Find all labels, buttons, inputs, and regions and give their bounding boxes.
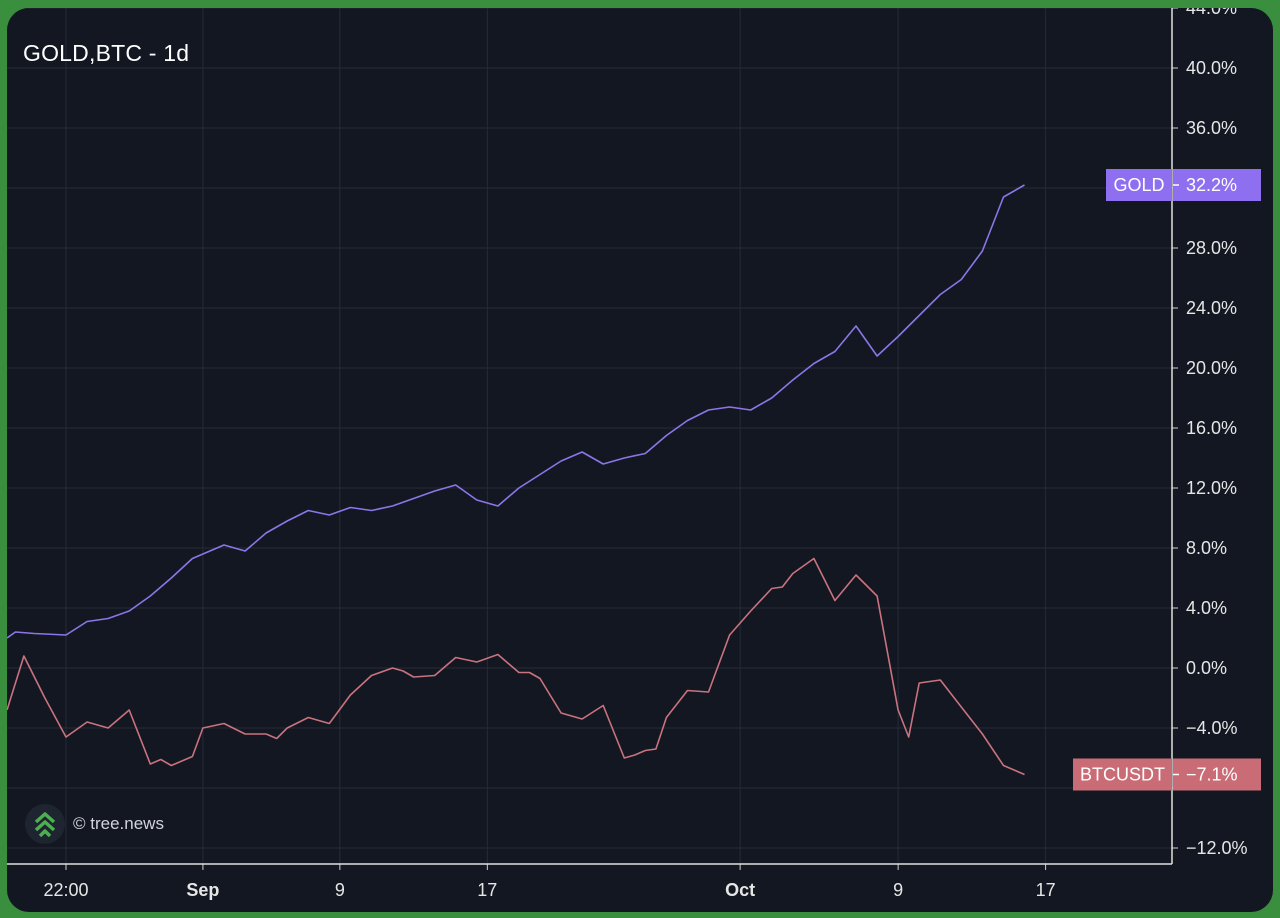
chevron-up-icon — [34, 812, 56, 837]
x-tick-label: 9 — [335, 880, 345, 900]
tree-news-logo — [25, 804, 65, 844]
series-name-tag — [1106, 169, 1172, 201]
series-line-gold[interactable] — [7, 184, 1025, 639]
series-name-label: BTCUSDT — [1080, 765, 1165, 785]
x-tick-label: 9 — [893, 880, 903, 900]
watermark-text: © tree.news — [73, 814, 164, 833]
y-tick-label: 16.0% — [1186, 418, 1237, 438]
chart-canvas[interactable]: 44.0% 40.0% 36.0% 28.0% 24.0% 20.0% 16.0% 12.0%… — [7, 8, 1273, 912]
y-tick-label: 4.0% — [1186, 598, 1227, 618]
y-tick-label: 12.0% — [1186, 478, 1237, 498]
y-tick-label: 20.0% — [1186, 358, 1237, 378]
x-tick-label: 17 — [477, 880, 497, 900]
y-tick-label: −4.0% — [1186, 718, 1238, 738]
last-value-tags: GOLD 32.2% BTCUSDT −7.1% — [1073, 169, 1261, 791]
series-value-label: 32.2% — [1186, 175, 1237, 195]
axes: 44.0% 40.0% 36.0% 28.0% 24.0% 20.0% 16.0% 12.0%… — [7, 8, 1248, 900]
grid-lines — [7, 8, 1172, 864]
x-tick-label: Oct — [725, 880, 755, 900]
y-tick-label: 36.0% — [1186, 118, 1237, 138]
y-tick-label: 8.0% — [1186, 538, 1227, 558]
y-tick-label: 44.0% — [1186, 8, 1237, 18]
y-tick-label: 0.0% — [1186, 658, 1227, 678]
chart-panel: 44.0% 40.0% 36.0% 28.0% 24.0% 20.0% 16.0% 12.0%… — [7, 8, 1273, 912]
watermark: © tree.news — [25, 804, 164, 844]
series-value-label: −7.1% — [1186, 765, 1238, 785]
chart-title: GOLD,BTC - 1d — [23, 40, 190, 66]
x-tick-label: 22:00 — [43, 880, 88, 900]
series-value-tag — [1173, 758, 1261, 791]
x-tick-label: 17 — [1036, 880, 1056, 900]
series-value-tag — [1173, 169, 1261, 201]
series-name-label: GOLD — [1113, 175, 1164, 195]
y-tick-label: −12.0% — [1186, 838, 1248, 858]
y-tick-label: 24.0% — [1186, 298, 1237, 318]
y-tick-label: 28.0% — [1186, 238, 1237, 258]
series-line-btcusdt[interactable] — [7, 557, 1025, 776]
x-tick-label: Sep — [186, 880, 219, 900]
series-name-tag — [1073, 758, 1172, 791]
series-lines — [7, 184, 1025, 776]
y-tick-label: 40.0% — [1186, 58, 1237, 78]
